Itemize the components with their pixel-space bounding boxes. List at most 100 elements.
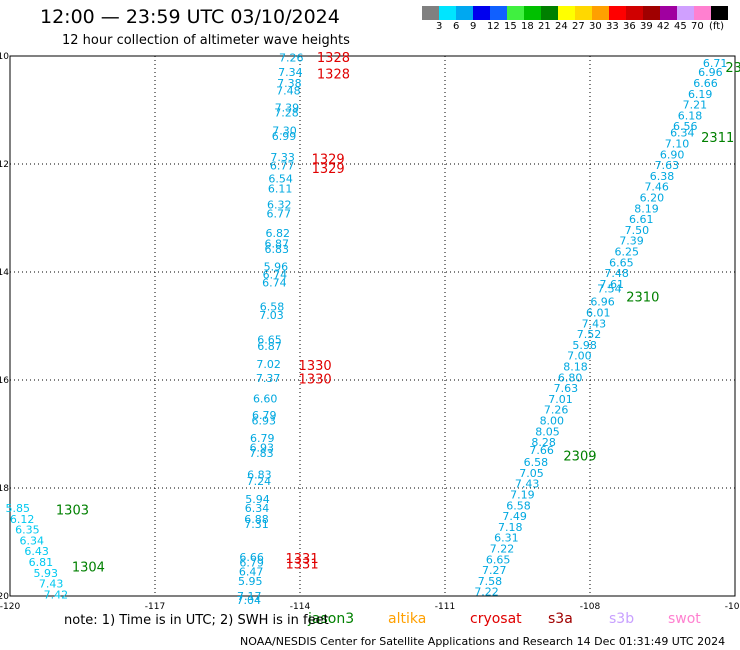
wave-height-value: 7.43 [515,478,540,491]
wave-height-value: 5.96 [264,261,289,274]
wave-height-value: 7.48 [604,267,629,280]
colorbar-swatch [694,6,712,20]
wave-height-value: 6.87 [265,237,290,250]
wave-height-value: 6.61 [629,213,654,226]
wave-height-value: 7.63 [554,382,579,395]
wave-height-value: 6.82 [266,227,291,240]
pass-number-label: 2312 [725,61,740,76]
wave-height-value: 6.93 [252,415,277,428]
colorbar-tick-label: 15 [504,21,517,32]
colorbar-swatch [524,6,542,20]
lat-tick-label: 12 [0,160,9,170]
colorbar-tick-label: 21 [538,21,551,32]
wave-height-value: 6.54 [268,173,293,186]
lon-tick-label: -105 [725,602,740,612]
wave-height-value: 6.88 [244,513,269,526]
wave-height-value: 6.18 [678,109,703,122]
lat-tick-label: 20 [0,592,9,602]
wave-height-value: 7.18 [498,521,523,534]
colorbar-swatch [711,6,728,20]
satellite-legend-swot: swot [668,611,701,627]
wave-height-value: 6.66 [693,77,718,90]
lat-tick-label: 10 [0,52,9,62]
colorbar-swatch [456,6,474,20]
pass-number-label: 1329 [312,153,345,168]
colorbar-swatch [439,6,457,20]
wave-height-value: 6.60 [253,392,278,405]
wave-height-value: 7.37 [256,372,281,385]
wave-height-value: 6.79 [250,432,275,445]
wave-height-value: 6.96 [698,66,723,79]
wave-height-value: 6.79 [239,557,264,570]
satellite-legend-cryosat: cryosat [470,611,522,627]
wave-height-value: 6.77 [270,160,295,173]
wave-height-value: 6.90 [660,148,685,161]
wave-height-value: 6.58 [524,456,549,469]
wave-height-value: 7.24 [247,475,272,488]
satellite-legend-s3b: s3b [609,611,635,627]
wave-height-value: 7.21 [683,99,708,112]
colorbar-tick-label: 70 [691,21,704,32]
pass-number-label: 2311 [701,131,734,146]
wave-height-value: 7.04 [237,594,262,607]
colorbar-swatch [558,6,576,20]
chart-title: 12:00 — 23:59 UTC 03/10/2024 [40,6,340,28]
wave-height-colorbar [422,6,728,20]
colorbar-tick-label: 27 [572,21,585,32]
wave-height-value: 6.25 [614,245,639,258]
wave-height-value: 7.19 [510,488,535,501]
wave-height-value: 7.17 [237,590,262,603]
colorbar-swatch [507,6,525,20]
colorbar-labels: 3 6 9 12 15 18 21 24 27 30 33 36 39 42 45 70 (ft) [422,21,740,35]
wave-height-value: 6.80 [558,371,583,384]
colorbar-swatch [490,6,508,20]
wave-height-value: 6.47 [239,566,264,579]
wave-height-value: 6.83 [247,469,272,482]
wave-height-value: 6.81 [29,556,54,569]
wave-height-value: 7.63 [655,159,680,172]
map-frame [9,55,736,597]
lon-tick-label: -117 [145,602,165,612]
colorbar-tick-label: 3 [436,21,443,32]
colorbar-swatch [626,6,644,20]
pass-number-label: 1331 [286,558,319,573]
wave-height-value: 7.31 [244,518,269,531]
wave-height-value: 6.99 [272,130,297,143]
wave-height-value: 5.98 [572,339,597,352]
wave-height-value: 6.43 [24,545,49,558]
colorbar-tick-label: 30 [589,21,602,32]
wave-height-value: 7.66 [529,444,554,457]
wave-height-value: 7.43 [39,578,64,591]
pass-number-label: 1303 [56,504,89,519]
colorbar-tick-label: 24 [555,21,568,32]
pass-number-label: 1328 [317,51,350,66]
wave-height-value: 7.34 [278,66,303,79]
colorbar-unit: (ft) [709,21,725,32]
colorbar-swatch [541,6,559,20]
satellite-legend-jason3: jason3 [308,611,355,627]
colorbar-tick-label: 9 [470,21,477,32]
wave-height-value: 6.56 [673,120,698,133]
wave-height-value: 6.34 [245,502,270,515]
wave-height-value: 5.94 [245,493,270,506]
wave-height-value: 7.01 [548,393,573,406]
wave-height-value: 6.32 [267,199,292,212]
wave-height-value: 6.58 [260,301,285,314]
colorbar-swatch [575,6,593,20]
satellite-legend-altika: altika [388,611,427,627]
colorbar-tick-label: 33 [606,21,619,32]
colorbar-tick-label: 12 [487,21,500,32]
wave-height-value: 7.38 [277,77,302,90]
footer-credit: NOAA/NESDIS Center for Satellite Applica… [240,635,726,648]
wave-height-value: 6.01 [586,307,611,320]
wave-height-value: 7.39 [275,101,300,114]
wave-height-value: 7.48 [276,85,301,98]
wave-height-value: 8.00 [540,415,565,428]
wave-height-value: 8.19 [634,202,659,215]
wave-height-value: 7.22 [490,542,515,555]
colorbar-swatch [660,6,678,20]
wave-height-value: 6.74 [262,276,287,289]
pass-number-label: 1304 [72,560,105,575]
wave-height-value: 7.33 [270,151,295,164]
